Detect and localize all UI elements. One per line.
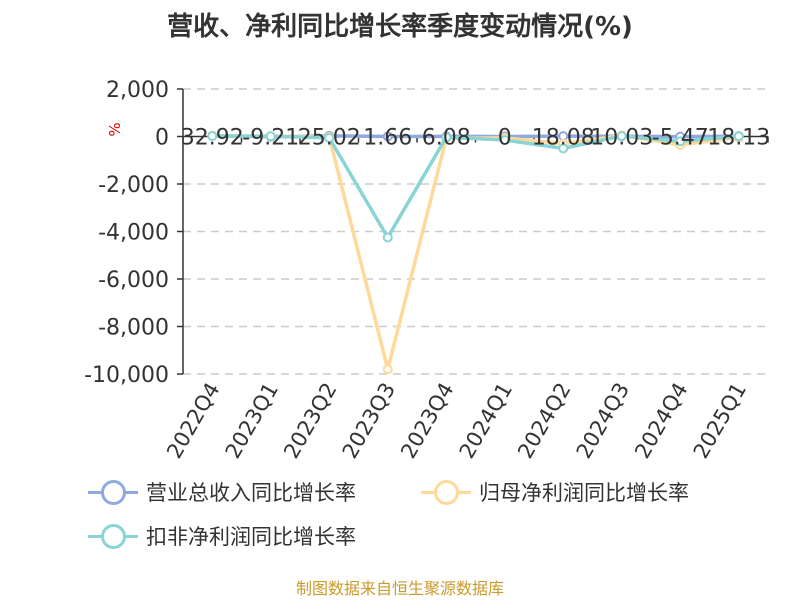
legend-label: 营业总收入同比增长率 [146,481,356,505]
x-tick-label: 2023Q2 [279,379,341,463]
y-tick-label: -8,000 [98,316,169,341]
data-point [733,131,744,142]
data-label: 0 [498,126,512,151]
y-tick-label: -6,000 [98,268,169,293]
legend-marker [88,477,138,507]
x-tick-label: 2024Q4 [630,379,692,463]
x-tick-label: 2022Q4 [162,379,224,463]
legend-label: 归母净利润同比增长率 [479,481,689,505]
data-point [265,131,276,142]
series-line [212,133,739,371]
unit-label: % [106,122,124,136]
data-point [207,131,218,142]
x-tick-label: 2024Q1 [455,379,517,463]
data-label: 25.02 [298,126,361,151]
series [207,130,744,375]
data-label: 32.92 [181,126,244,151]
x-tick-label: 2023Q3 [338,379,400,463]
y-tick-label: -4,000 [98,221,169,246]
data-label: -9.21 [242,126,299,151]
legend-ring [434,480,459,505]
data-point [675,136,686,147]
data-label: 6.08 [422,126,471,151]
chart-title: 营收、净利同比增长率季度变动情况(%) [167,12,633,42]
data-point [382,131,393,142]
legend-ring [101,480,126,505]
legend-item[interactable]: 归母净利润同比增长率 [421,472,689,512]
data-point [499,135,510,146]
data-label: 10.03 [590,126,653,151]
x-tick-label: 2023Q4 [396,379,458,463]
y-tick-label: 2,000 [106,78,169,103]
legend-ring [101,524,126,549]
x-tick-label: 2024Q2 [513,379,575,463]
data-point [382,364,393,375]
y-tick-label: -2,000 [98,173,169,198]
legend-label: 扣非净利润同比增长率 [146,525,356,549]
data-point [616,131,627,142]
data-point [558,143,569,154]
x-tick-label: 2024Q3 [572,379,634,463]
source-footer: 制图数据来自恒生聚源数据库 [295,579,504,598]
legend-item[interactable]: 扣非净利润同比增长率 [88,516,356,556]
data-label: -5.47 [652,126,709,151]
y-tick-label: 0 [155,126,169,151]
data-point [441,132,452,143]
legend-item[interactable]: 营业总收入同比增长率 [88,472,356,512]
data-point [382,232,393,243]
series-line [212,134,739,240]
data-point [324,132,335,143]
x-tick-label: 2023Q1 [221,379,283,463]
data-label: 18.08 [532,126,595,151]
y-tick-label: -10,000 [84,363,169,388]
data-label: 1.66 [363,126,412,151]
data-label: 18.13 [707,126,770,151]
legend-marker [421,477,471,507]
x-tick-label: 2025Q1 [689,379,751,463]
legend-marker [88,521,138,551]
